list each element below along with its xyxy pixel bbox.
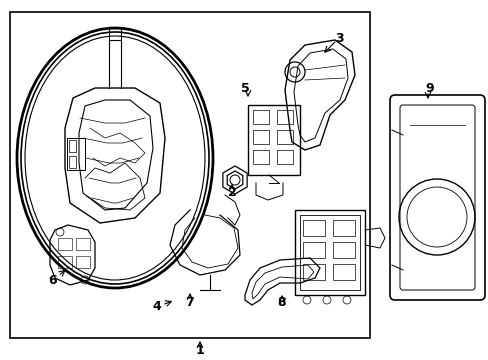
Text: 2: 2 (227, 186, 236, 199)
Text: 4: 4 (152, 301, 161, 314)
Bar (332, 264, 354, 280)
Bar (67, 138, 85, 170)
Bar (276, 150, 292, 164)
Bar (303, 242, 325, 258)
Bar (303, 264, 325, 280)
Bar (252, 150, 268, 164)
Text: 3: 3 (335, 31, 344, 45)
Text: 1: 1 (195, 343, 204, 356)
Bar (247, 105, 299, 175)
Bar (10, 12, 369, 338)
Bar (303, 220, 325, 236)
Bar (76, 256, 90, 268)
Bar (276, 130, 292, 144)
Text: 8: 8 (277, 297, 286, 310)
Bar (58, 256, 72, 268)
Bar (294, 210, 364, 295)
Bar (69, 140, 76, 152)
Bar (76, 238, 90, 250)
Bar (276, 110, 292, 124)
Text: 7: 7 (185, 297, 194, 310)
Text: 9: 9 (425, 81, 433, 94)
Bar (332, 242, 354, 258)
Text: 6: 6 (49, 274, 57, 287)
Bar (58, 238, 72, 250)
Bar (299, 215, 359, 290)
Bar (252, 130, 268, 144)
Text: 5: 5 (240, 81, 249, 94)
Bar (252, 110, 268, 124)
Bar (332, 220, 354, 236)
Bar (69, 156, 76, 168)
